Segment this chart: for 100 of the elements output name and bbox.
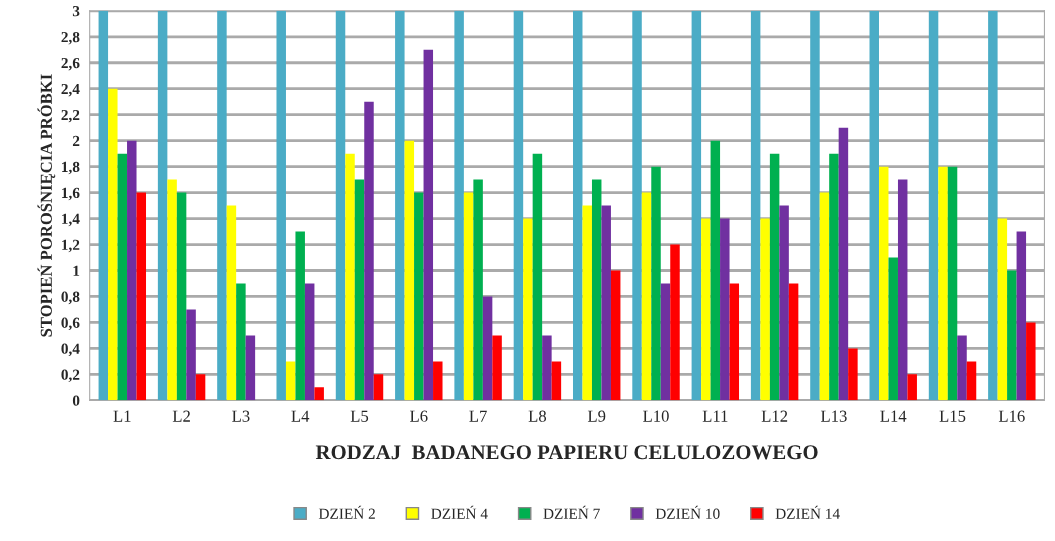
bar <box>542 335 552 401</box>
bar <box>938 166 948 401</box>
y-tick-label: 0,6 <box>61 317 80 331</box>
bar <box>582 205 592 401</box>
y-tick-label: 2,6 <box>61 57 80 71</box>
bar <box>838 127 849 401</box>
x-tick-label: L4 <box>291 410 310 422</box>
bar <box>423 49 434 401</box>
bar <box>414 192 424 401</box>
bar <box>354 179 365 401</box>
y-tick-label: 2,4 <box>61 83 80 97</box>
bar <box>345 153 355 401</box>
bar <box>433 361 443 401</box>
bar <box>523 218 533 401</box>
bar <box>591 179 602 401</box>
x-tick-label: L2 <box>172 410 190 422</box>
bar <box>888 257 898 401</box>
bar <box>572 10 583 401</box>
bar <box>720 218 730 401</box>
bar <box>492 335 502 401</box>
bar <box>769 153 780 401</box>
bar <box>195 374 206 401</box>
bar <box>947 166 958 401</box>
bar <box>314 387 324 401</box>
bar <box>957 335 967 401</box>
bar <box>966 361 977 401</box>
bar <box>1026 322 1036 401</box>
bar <box>670 244 680 401</box>
bar <box>651 166 661 401</box>
bar <box>117 153 128 401</box>
bar <box>632 10 642 401</box>
bar <box>236 283 246 401</box>
bar <box>217 10 227 401</box>
x-tick-label: L16 <box>998 410 1025 422</box>
bar <box>551 361 562 401</box>
legend-label: DZIEŃ 14 <box>775 505 840 519</box>
bar <box>167 179 177 401</box>
bar <box>276 10 286 401</box>
x-tick-label: L1 <box>113 410 131 422</box>
bar <box>869 10 879 401</box>
bar <box>848 348 858 401</box>
bar <box>829 153 839 401</box>
bar <box>136 192 147 401</box>
x-tick-label: L5 <box>350 410 369 422</box>
bar <box>810 10 820 401</box>
y-tick-label: 1,8 <box>62 161 80 175</box>
y-tick-label: 2 <box>72 135 80 146</box>
bar <box>997 218 1008 401</box>
bar <box>335 10 346 401</box>
y-tick-label: 0,4 <box>61 343 80 357</box>
bar <box>779 205 789 401</box>
y-tick-label: 0 <box>72 395 80 406</box>
y-tick-label: 2,8 <box>61 31 80 45</box>
bar <box>1016 231 1027 401</box>
y-tick-label: 0,2 <box>61 369 80 383</box>
y-axis-title: STOPIEŃ POROŚNIĘCIA PRÓBKI <box>37 74 56 337</box>
bar <box>108 88 118 401</box>
bar <box>532 153 543 401</box>
bar <box>819 192 830 401</box>
bar <box>473 179 483 401</box>
legend-label: DZIEŃ 4 <box>431 505 488 519</box>
x-tick-label: L8 <box>528 410 547 422</box>
bar <box>364 101 374 401</box>
x-tick-label: L12 <box>761 410 788 422</box>
bar <box>660 283 671 401</box>
bar <box>788 283 799 401</box>
bar <box>760 218 770 401</box>
bar <box>988 10 998 401</box>
x-tick-label: L13 <box>820 410 847 422</box>
bar <box>701 218 711 401</box>
bar <box>295 231 305 401</box>
bar <box>373 374 384 401</box>
y-tick-label: 2,2 <box>61 109 80 123</box>
bar <box>186 309 196 401</box>
bar <box>513 10 524 401</box>
bar <box>176 192 187 401</box>
bar <box>245 335 256 401</box>
bar <box>1007 270 1017 401</box>
bar <box>404 140 415 401</box>
bar <box>928 10 939 401</box>
x-tick-label: L10 <box>643 410 669 422</box>
bar <box>226 205 237 401</box>
bar <box>157 10 168 401</box>
x-tick-label: L14 <box>880 410 907 422</box>
bar <box>601 205 611 401</box>
bar <box>463 192 474 401</box>
legend-label: DZIEŃ 10 <box>655 505 720 519</box>
bar <box>907 374 917 401</box>
x-tick-label: L15 <box>939 410 966 422</box>
bar <box>750 10 761 401</box>
y-tick-label: 1,6 <box>62 187 80 201</box>
y-tick-label: 0,8 <box>61 291 80 305</box>
bar <box>454 10 464 401</box>
legend-label: DZIEŃ 2 <box>318 505 375 519</box>
x-tick-label: L9 <box>587 410 606 422</box>
y-tick-label: 1,4 <box>62 213 80 227</box>
bar <box>127 140 137 401</box>
bar <box>610 270 621 401</box>
bar <box>304 283 315 401</box>
legend-label: DZIEŃ 7 <box>543 505 600 519</box>
